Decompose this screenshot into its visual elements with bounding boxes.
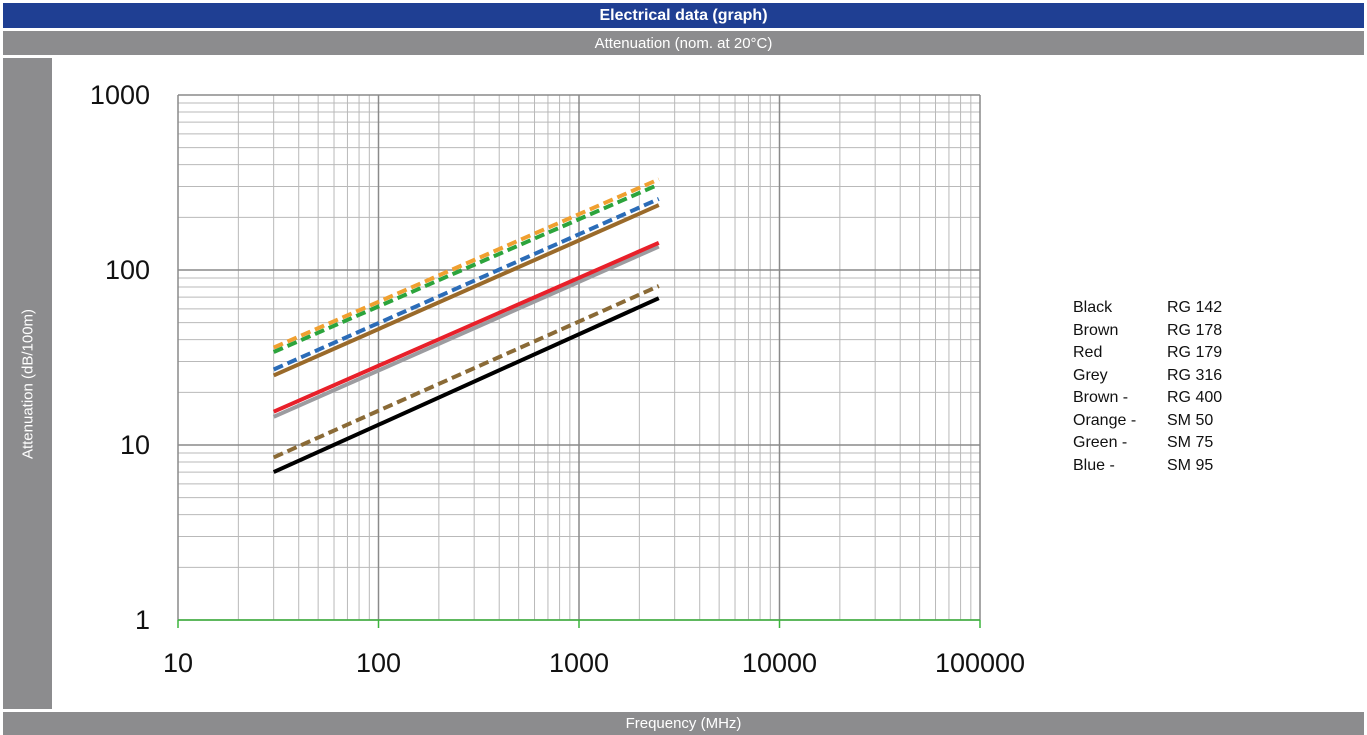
chart-subtitle: Attenuation (nom. at 20°C): [3, 31, 1364, 55]
legend-series-name: RG 316: [1167, 366, 1223, 384]
legend-series-name: RG 178: [1167, 321, 1223, 339]
legend-item: Blue - SM 95: [1073, 455, 1257, 478]
y-tick-label: 100: [105, 255, 150, 285]
x-tick-label: 10: [163, 648, 193, 678]
legend-item: Brown RG 178: [1073, 320, 1257, 343]
legend-color-label: Grey: [1073, 366, 1108, 384]
legend-series-name: SM 95: [1167, 456, 1214, 474]
x-tick-label: 1000: [549, 648, 609, 678]
legend-series-name: SM 75: [1167, 434, 1214, 451]
legend-color-label: Orange -: [1073, 411, 1137, 429]
y-axis-label-bar: Attenuation (dB/100m): [3, 58, 52, 709]
legend-item: Black RG 142: [1073, 297, 1257, 320]
chart-title: Electrical data (graph): [3, 3, 1364, 28]
x-tick-label: 100000: [935, 648, 1025, 678]
y-tick-label: 1: [135, 605, 150, 635]
series-line-rg-400: [272, 284, 660, 460]
legend: Black RG 142 Brown RG 178 Red RG 179 Grey RG 31…: [1073, 297, 1257, 477]
x-tick-label: 10000: [742, 648, 817, 678]
y-tick-label: 10: [120, 430, 150, 460]
legend-color-label: Red: [1073, 344, 1103, 361]
legend-series-name: RG 179: [1167, 344, 1223, 361]
x-axis-label: Frequency (MHz): [3, 712, 1364, 735]
series-line-rg-142: [272, 296, 660, 474]
series-line-sm-75: [272, 182, 660, 354]
tick-labels: 10 100 1000 10000 100000 1 10 100 1000: [90, 80, 1025, 678]
legend-color-label: Brown: [1073, 321, 1119, 339]
legend-item: Grey RG 316: [1073, 365, 1257, 388]
legend-color-label: Black: [1073, 299, 1113, 316]
series-line-sm-50: [272, 177, 660, 350]
series-lines: [272, 177, 660, 474]
series-line-rg-316: [272, 244, 660, 419]
series-line-rg-179: [272, 240, 660, 414]
x-tick-label: 100: [356, 648, 401, 678]
series-line-sm-95: [272, 197, 660, 372]
legend-item: Orange - SM 50: [1073, 410, 1257, 433]
legend-series-name: SM 50: [1167, 411, 1214, 429]
legend-series-name: RG 400: [1167, 389, 1223, 406]
legend-color-label: Brown -: [1073, 389, 1129, 406]
legend-item: Red RG 179: [1073, 342, 1257, 365]
legend-item: Green - SM 75: [1073, 432, 1257, 455]
grid: [177, 94, 981, 628]
legend-color-label: Blue -: [1073, 456, 1115, 474]
legend-series-name: RG 142: [1167, 299, 1223, 316]
series-line-rg-178: [272, 203, 660, 378]
y-tick-label: 1000: [90, 80, 150, 110]
legend-item: Brown - RG 400: [1073, 387, 1257, 410]
legend-color-label: Green -: [1073, 434, 1128, 451]
